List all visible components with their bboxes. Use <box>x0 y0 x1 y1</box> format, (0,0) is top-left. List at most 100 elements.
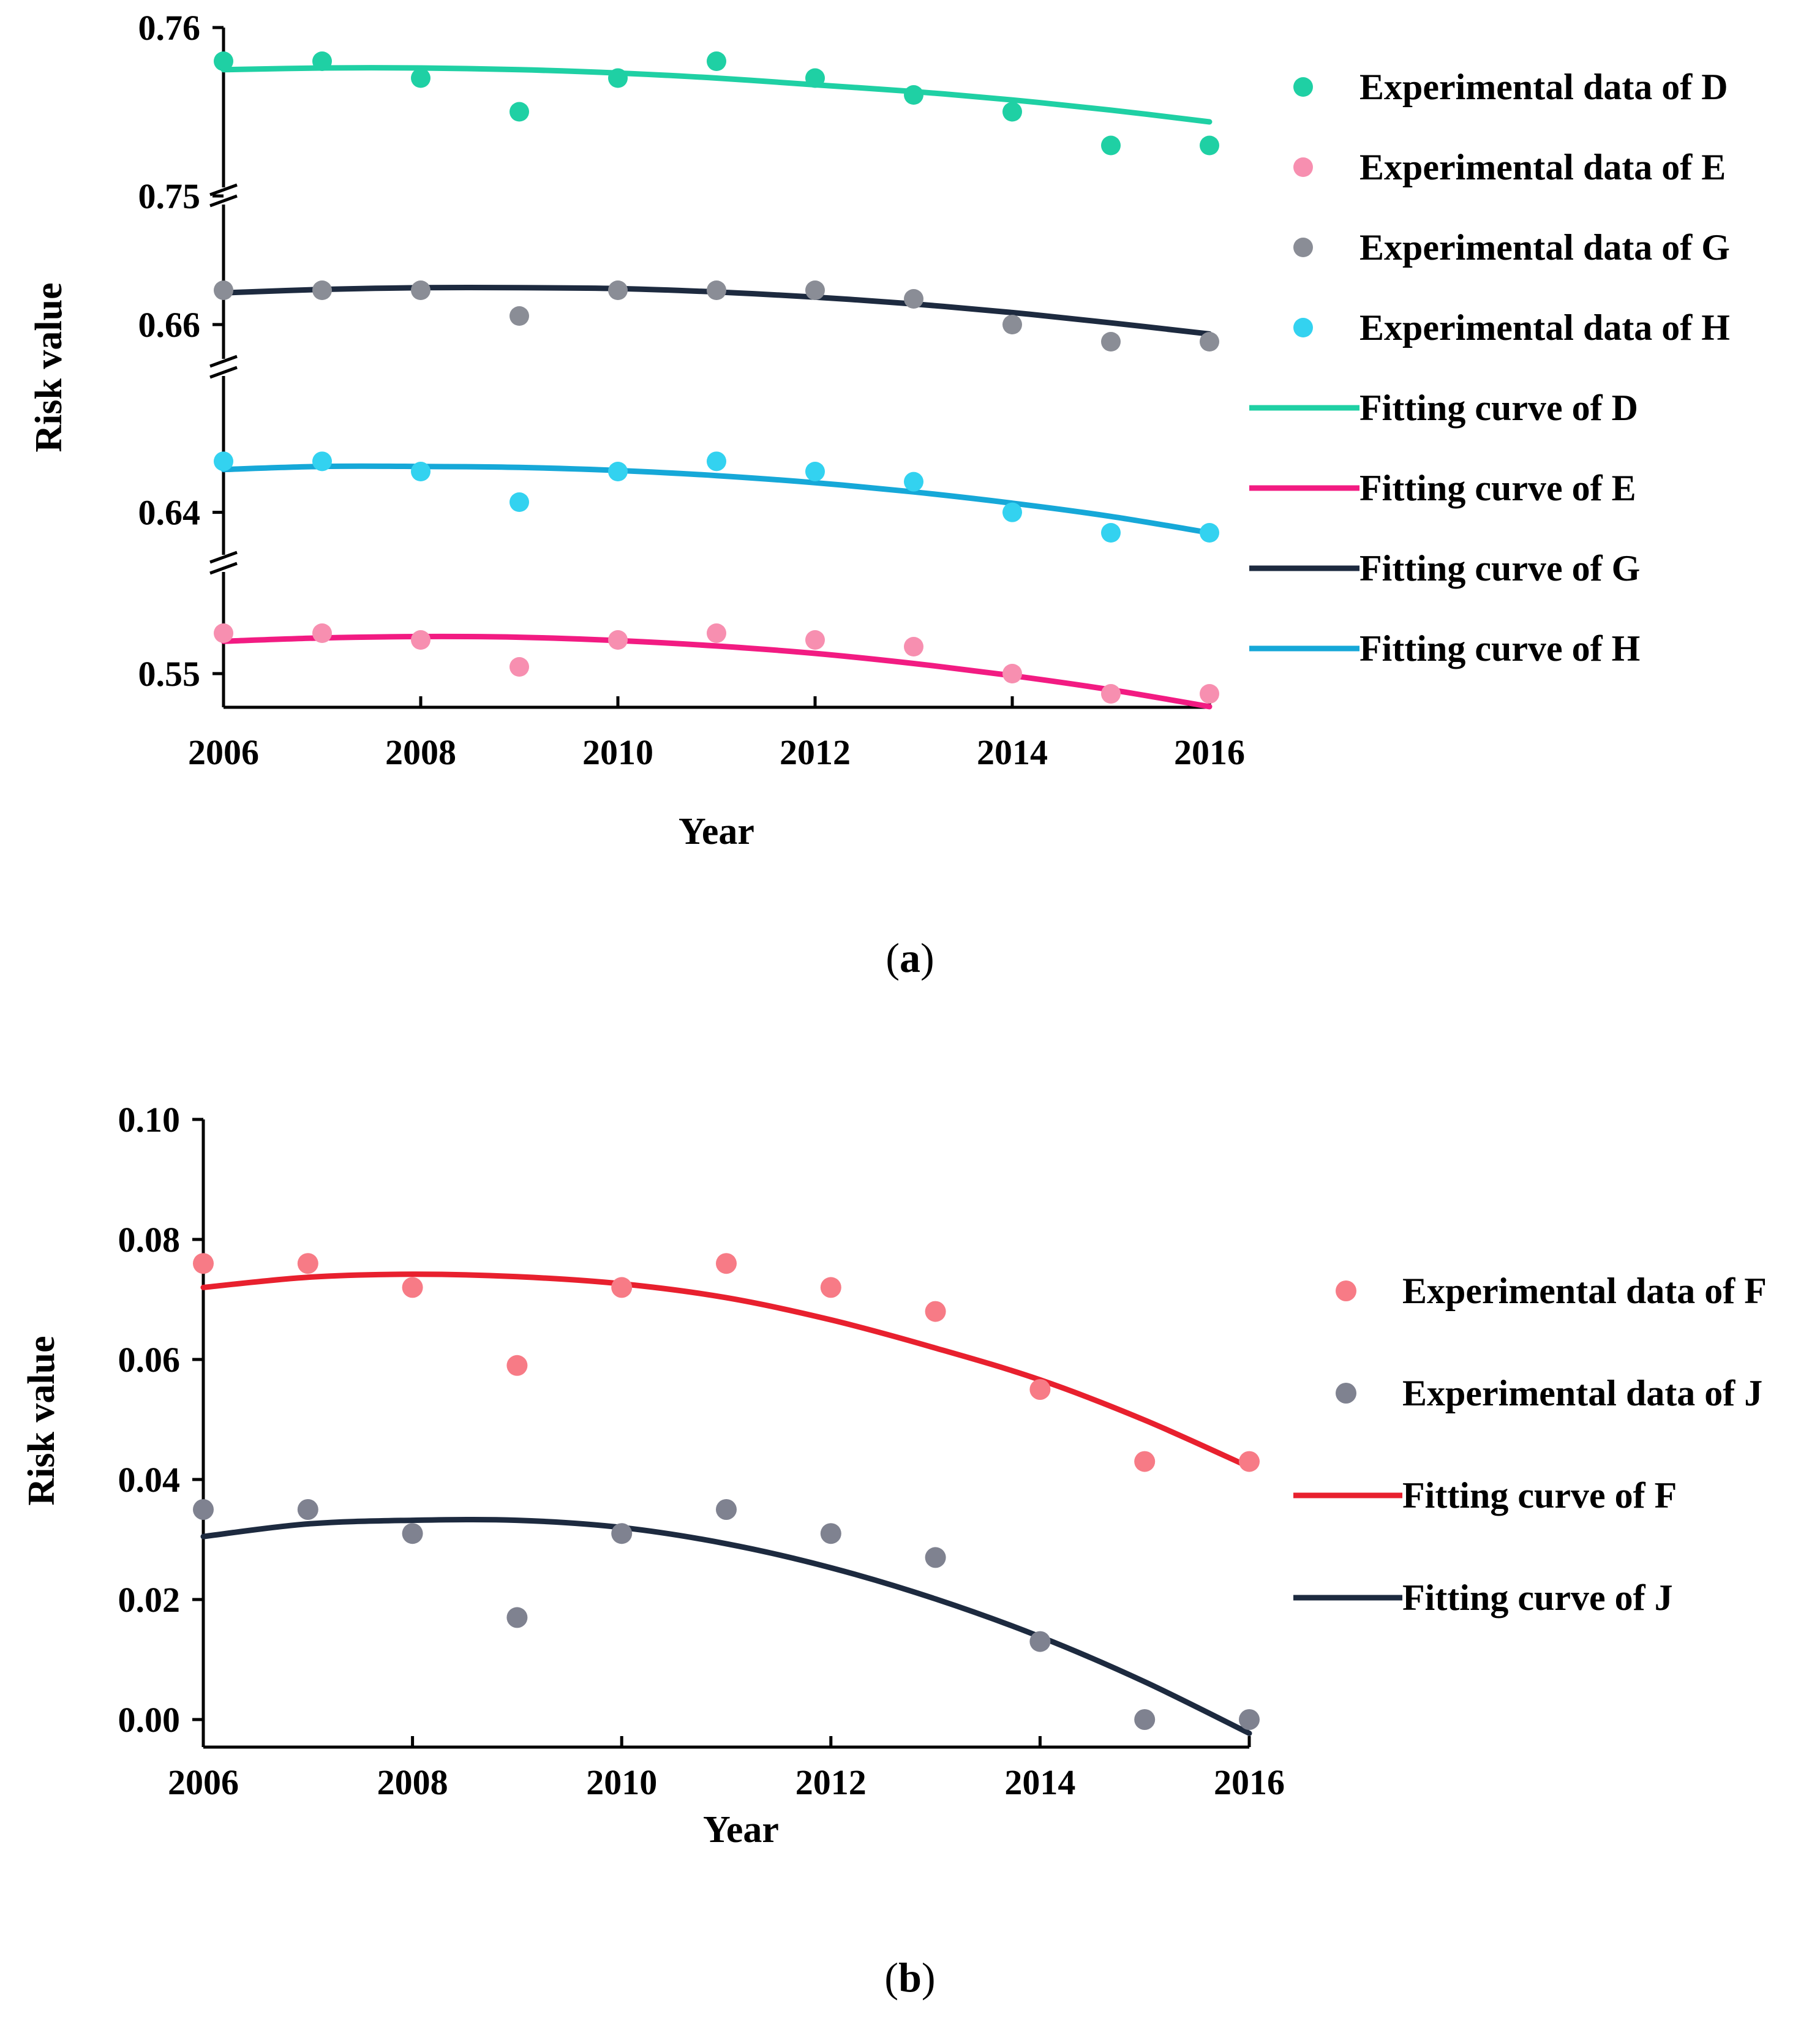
chart-b-canvas: 0.00 0.02 0.04 0.06 0.08 0.10 2006 2008 2010 2012… <box>21 1100 1767 1851</box>
axis-break-mark-2 <box>209 551 238 564</box>
y-tick-label: 0.08 <box>118 1220 181 1260</box>
data-point-e <box>312 623 332 643</box>
data-point-f <box>506 1355 528 1376</box>
data-point-d <box>1200 135 1219 156</box>
data-point-d <box>411 68 431 88</box>
fit-curve-j <box>200 1517 1252 1736</box>
x-tick-label: 2012 <box>795 1762 867 1802</box>
data-point-h <box>904 472 923 492</box>
data-point-d <box>1101 135 1121 156</box>
fit-curve-e <box>220 633 1213 710</box>
data-point-f <box>611 1277 633 1298</box>
data-point-d <box>312 51 332 71</box>
data-point-e <box>1002 664 1022 683</box>
y-tick-label: 0.10 <box>118 1100 181 1140</box>
x-tick-label: 2016 <box>1214 1762 1285 1802</box>
data-point-g <box>707 280 726 300</box>
data-point-g <box>510 306 529 326</box>
x-tick-label: 2010 <box>582 732 653 772</box>
legend-label: Fitting curve of E <box>1359 468 1636 508</box>
data-point-e <box>214 623 233 643</box>
fit-curve-d <box>220 65 1213 125</box>
data-point-j <box>1239 1709 1260 1730</box>
data-point-h <box>707 451 726 472</box>
data-point-j <box>1134 1709 1156 1730</box>
data-point-g <box>214 280 233 300</box>
data-point-j <box>611 1523 633 1544</box>
data-point-e <box>510 657 529 677</box>
y-tick-label: 0.76 <box>138 8 201 48</box>
data-point-f <box>925 1301 946 1322</box>
legend-label: Experimental data of G <box>1359 227 1730 268</box>
data-point-g <box>608 280 628 300</box>
legend-label: Fitting curve of J <box>1402 1577 1673 1618</box>
x-tick-label: 2010 <box>586 1762 657 1802</box>
panel-b-chart: 0.00 0.02 0.04 0.06 0.08 0.10 2006 2008 2010 2012… <box>0 1053 1820 1851</box>
data-point-f <box>1134 1451 1156 1472</box>
legend-label: Fitting curve of G <box>1359 548 1640 588</box>
data-point-g <box>904 289 923 309</box>
data-point-g <box>1200 332 1219 352</box>
data-point-h <box>1200 523 1219 543</box>
x-tick-label: 2014 <box>977 732 1048 772</box>
x-tick-label: 2008 <box>377 1762 448 1802</box>
legend-label: Fitting curve of D <box>1359 388 1638 428</box>
fit-curve-h <box>220 463 1213 536</box>
data-point-d <box>510 102 529 122</box>
y-tick-label: 0.00 <box>118 1700 181 1740</box>
data-point-h <box>312 451 332 472</box>
legend-label: Experimental data of J <box>1402 1373 1762 1413</box>
data-point-d <box>214 51 233 71</box>
data-point-h <box>805 462 825 481</box>
caption-b: (b) <box>884 1954 936 2001</box>
data-point-h <box>510 492 529 512</box>
x-tick-label: 2006 <box>168 1762 239 1802</box>
data-point-e <box>1101 684 1121 704</box>
legend-marker-d <box>1293 77 1313 97</box>
x-axis-title: Year <box>679 811 754 852</box>
caption-a-letter: a <box>900 934 920 981</box>
data-point-g <box>312 280 332 300</box>
data-point-e <box>707 623 726 643</box>
data-point-f <box>193 1253 214 1274</box>
legend-marker-f <box>1336 1280 1356 1301</box>
y-tick-label: 0.75 <box>138 176 201 216</box>
data-point-d <box>608 68 628 88</box>
data-point-j <box>506 1607 528 1628</box>
caption-a: (a) <box>886 934 934 981</box>
legend-label: Experimental data of D <box>1359 67 1728 107</box>
data-point-g <box>1002 315 1022 334</box>
axis-break-mark-0 <box>209 183 238 197</box>
data-point-h <box>608 462 628 481</box>
fit-curve-f <box>200 1271 1252 1470</box>
data-point-f <box>1029 1379 1051 1400</box>
y-tick-label: 0.66 <box>138 305 201 345</box>
caption-b-letter: b <box>898 1954 922 2001</box>
data-point-f <box>297 1253 318 1274</box>
data-point-f <box>820 1277 841 1298</box>
data-point-f <box>1239 1451 1260 1472</box>
y-tick-label: 0.02 <box>118 1580 181 1620</box>
data-point-j <box>820 1523 841 1544</box>
data-point-e <box>1200 684 1219 704</box>
data-point-h <box>214 451 233 472</box>
y-tick-label: 0.04 <box>118 1460 181 1500</box>
axis-break-mark-2 <box>209 562 238 575</box>
y-tick-label: 0.06 <box>118 1340 181 1380</box>
x-tick-label: 2014 <box>1004 1762 1075 1802</box>
axis-break-mark-1 <box>209 366 238 379</box>
x-axis-title: Year <box>703 1809 779 1851</box>
data-point-g <box>1101 332 1121 352</box>
y-axis-title: Risk value <box>21 1336 62 1505</box>
axis-break-mark-1 <box>209 355 238 368</box>
data-point-h <box>411 462 431 481</box>
y-tick-label: 0.64 <box>138 493 201 533</box>
legend-marker-g <box>1293 238 1313 257</box>
data-point-d <box>805 68 825 88</box>
legend-label: Experimental data of E <box>1359 147 1726 187</box>
data-point-j <box>402 1523 423 1544</box>
data-point-j <box>716 1499 737 1520</box>
axis-break-mark-0 <box>209 194 238 208</box>
chart-a-canvas: 0.76 0.75 0.66 0.64 0.55 2006 2008 2010 2012 2014… <box>28 8 1730 852</box>
data-point-g <box>411 280 431 300</box>
